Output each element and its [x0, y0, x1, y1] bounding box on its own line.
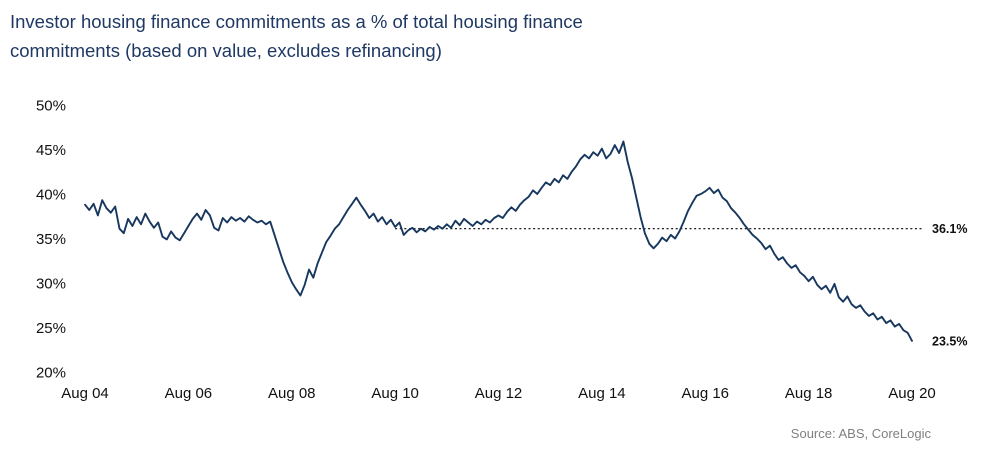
x-axis-tick-label: Aug 10 [371, 385, 419, 402]
x-axis-tick-label: Aug 20 [888, 385, 936, 402]
page-title: Investor housing finance commitments as … [10, 8, 790, 65]
x-axis-tick-label: Aug 06 [165, 385, 213, 402]
source-text: Source: ABS, CoreLogic [790, 426, 931, 441]
x-axis-tick-label: Aug 16 [681, 385, 729, 402]
page-title-line1: Investor housing finance commitments as … [10, 11, 583, 32]
x-axis-tick-label: Aug 04 [61, 385, 109, 402]
y-axis-tick-label: 25% [36, 320, 66, 337]
page-title-line2: commitments (based on value, excludes re… [10, 39, 442, 61]
y-axis-tick-label: 40% [36, 187, 66, 204]
y-axis-tick-label: 35% [36, 231, 66, 248]
y-axis-tick-label: 20% [36, 365, 66, 382]
reference-line-label: 36.1% [932, 222, 967, 236]
series-line [84, 140, 913, 342]
last-value-label: 23.5% [932, 334, 967, 348]
x-axis-tick-label: Aug 18 [785, 385, 833, 402]
y-axis-tick-label: 50% [36, 98, 66, 115]
y-axis-tick-label: 45% [36, 142, 66, 159]
x-axis-tick-label: Aug 12 [475, 385, 523, 402]
y-axis-tick-label: 30% [36, 276, 66, 293]
x-axis-tick-label: Aug 08 [268, 385, 316, 402]
x-axis-tick-label: Aug 14 [578, 385, 626, 402]
